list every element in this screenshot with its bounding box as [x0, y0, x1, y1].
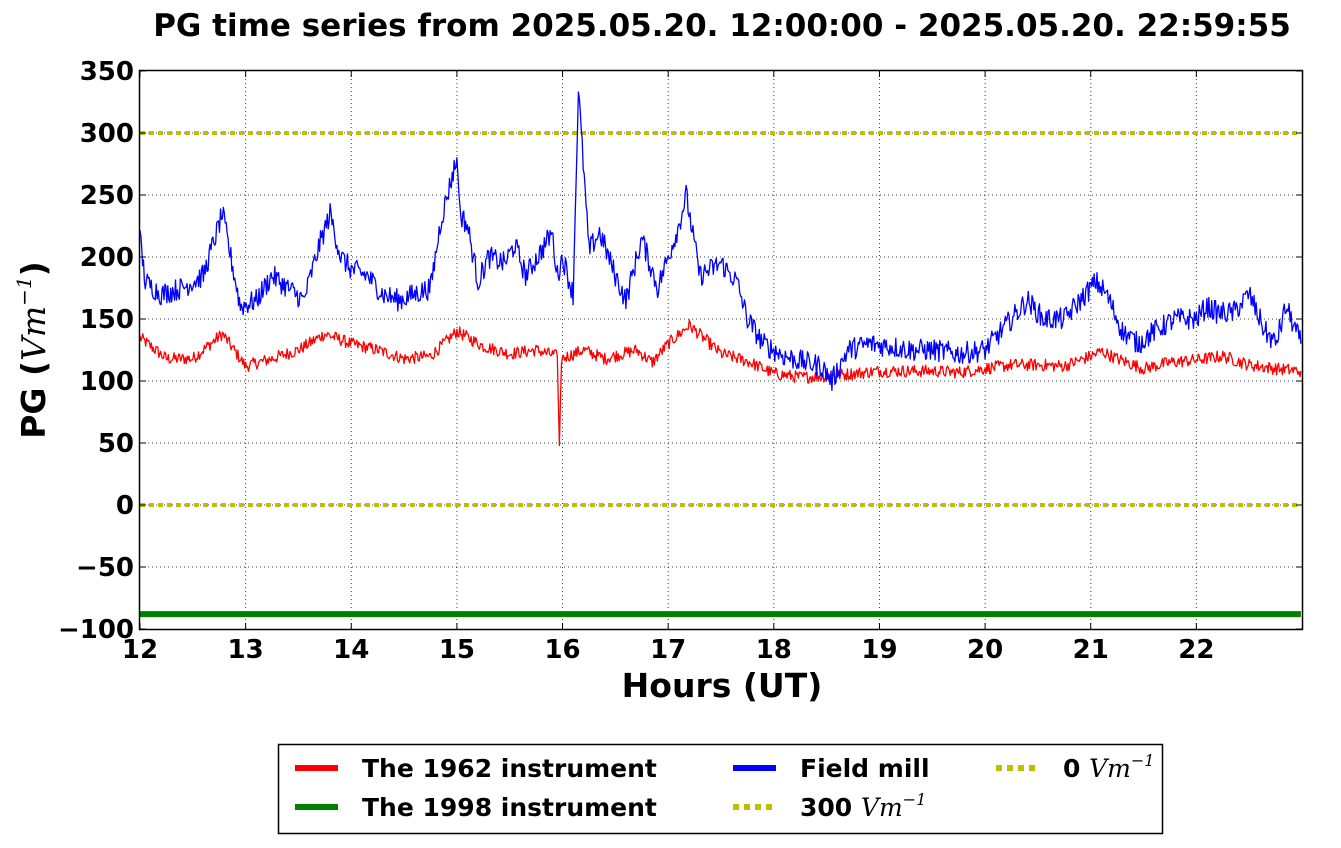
y-axis-label-exponent: −1: [12, 276, 36, 305]
x-tick-label: 18: [756, 635, 792, 665]
y-tick-label: 350: [80, 57, 134, 87]
legend-entry-1962: The 1962 instrument: [295, 754, 657, 783]
x-tick-label: 16: [544, 635, 580, 665]
x-tick-label: 15: [439, 635, 475, 665]
legend-box: [277, 743, 1164, 835]
legend-entry-0: 0 Vm−1: [996, 751, 1154, 783]
legend-label-300: 300 Vm−1: [800, 790, 926, 822]
y-tick-label: 250: [80, 181, 134, 211]
x-tick-label: 13: [228, 635, 264, 665]
x-tick-label: 14: [333, 635, 369, 665]
y-tick-label: 300: [80, 119, 134, 149]
legend-label-field-mill: Field mill: [800, 754, 930, 783]
x-tick-label: 21: [1073, 635, 1109, 665]
y-axis-label-text: PG (: [14, 361, 53, 439]
y-tick-label: 50: [98, 429, 134, 459]
y-axis-label: PG (Vm−1): [12, 261, 53, 439]
x-tick-label: 20: [967, 635, 1003, 665]
x-tick-label: 17: [650, 635, 686, 665]
y-tick-label: −50: [76, 553, 134, 583]
legend-label-1998: The 1998 instrument: [362, 793, 657, 822]
y-axis-label-close: ): [14, 261, 53, 276]
plot-frame: [138, 69, 1304, 631]
series-1962-instrument: [139, 319, 1302, 447]
y-tick-label: −100: [58, 615, 134, 645]
x-tick-label: 19: [861, 635, 897, 665]
y-tick-label: 150: [80, 305, 134, 335]
grid: [140, 71, 1302, 629]
y-axis-label-unit: Vm: [14, 306, 53, 361]
svg-text:PG (Vm−1): PG (Vm−1): [12, 261, 53, 439]
legend-entry-300: 300 Vm−1: [733, 790, 926, 822]
legend: The 1962 instrument The 1998 instrument …: [277, 743, 1164, 835]
legend-entry-field-mill: Field mill: [733, 754, 930, 783]
chart-title: PG time series from 2025.05.20. 12:00:00…: [153, 8, 1291, 44]
x-tick-label: 22: [1178, 635, 1214, 665]
legend-label-1962: The 1962 instrument: [362, 754, 657, 783]
plot-area: [139, 91, 1302, 618]
legend-entry-1998: The 1998 instrument: [295, 793, 657, 822]
x-axis-label: Hours (UT): [622, 666, 823, 705]
y-tick-label: 0: [116, 491, 134, 521]
legend-label-0: 0 Vm−1: [1063, 751, 1154, 783]
series-field-mill: [139, 91, 1302, 391]
y-tick-label: 200: [80, 243, 134, 273]
axis-ticks: 12 13 14 15 16 17 18 19 20 21 22 350 300 250 200 150 100…: [58, 57, 1302, 665]
y-tick-label: 100: [80, 367, 134, 397]
x-tick-label: 12: [122, 635, 158, 665]
